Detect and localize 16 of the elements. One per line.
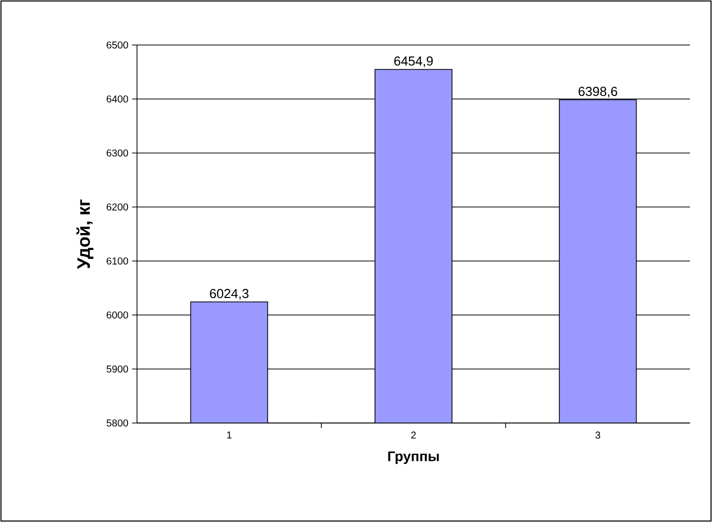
data-label: 6024,3: [210, 288, 248, 300]
y-tick-label: 6500: [106, 41, 128, 49]
y-tick-label: 6200: [106, 203, 128, 211]
data-label: 6398,6: [578, 86, 618, 98]
x-tick-label: 2: [411, 432, 416, 439]
y-tick-label: 6400: [106, 95, 128, 103]
y-tick-label: 6300: [106, 149, 128, 157]
data-label: 6454,9: [394, 56, 433, 68]
y-tick-label: 5800: [106, 419, 128, 427]
x-axis-title: Группы: [388, 451, 439, 464]
y-tick-label: 6100: [106, 257, 128, 265]
x-tick-label: 3: [595, 432, 600, 439]
x-tick-label: 1: [227, 432, 232, 438]
y-tick-label: 6000: [106, 311, 128, 319]
y-axis-title: Удой, кг: [76, 199, 94, 270]
y-tick-label: 5900: [106, 365, 128, 373]
